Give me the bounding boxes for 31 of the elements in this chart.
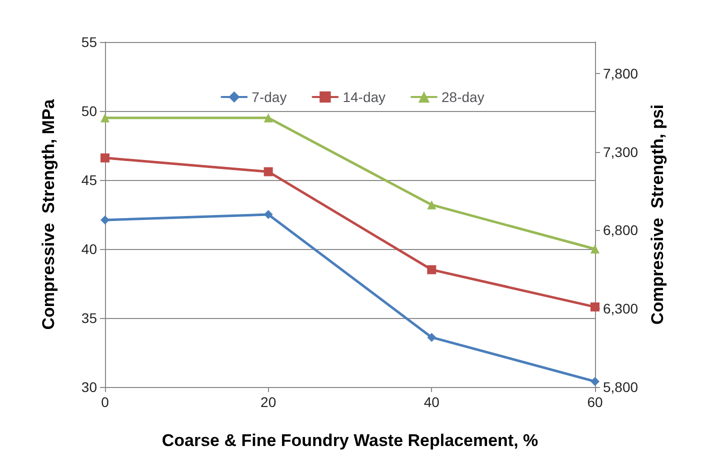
y2-tick-label: 6,300	[603, 300, 638, 317]
y2-tick-label: 7,300	[603, 144, 638, 160]
x-tick-label: 20	[260, 394, 276, 410]
y-axis-title: Compressive Strength, MPa	[39, 98, 58, 330]
x-tick-label: 40	[424, 394, 440, 410]
x-axis-title: Coarse & Fine Foundry Waste Replacement, %	[162, 431, 538, 450]
y-tick-label: 35	[81, 310, 98, 326]
point	[590, 244, 600, 254]
y-tick-label: 30	[81, 379, 98, 395]
legend-label: 7-day	[252, 89, 287, 105]
point	[590, 302, 600, 312]
y2-tick-label: 7,800	[603, 65, 638, 82]
y-tick-label: 50	[81, 103, 98, 119]
point	[100, 216, 110, 225]
point	[427, 332, 436, 342]
y-tick-label: 45	[81, 172, 98, 188]
y-tick-label: 55	[81, 34, 98, 50]
y-tick-label: 40	[81, 241, 98, 257]
x-tick-label: 60	[587, 394, 603, 410]
y2-tick-label: 5,800	[603, 379, 638, 395]
point	[427, 265, 436, 274]
point	[264, 113, 273, 122]
point	[264, 167, 273, 176]
point	[427, 200, 436, 210]
point	[100, 153, 110, 162]
x-tick-label: 0	[101, 394, 110, 410]
y2-tick-label: 6,800	[603, 222, 638, 238]
y2-axis-title: Compressive Strength, psi	[648, 104, 667, 325]
legend-label: 28-day	[442, 89, 484, 105]
point	[264, 210, 273, 219]
legend-label: 14-day	[342, 89, 386, 105]
